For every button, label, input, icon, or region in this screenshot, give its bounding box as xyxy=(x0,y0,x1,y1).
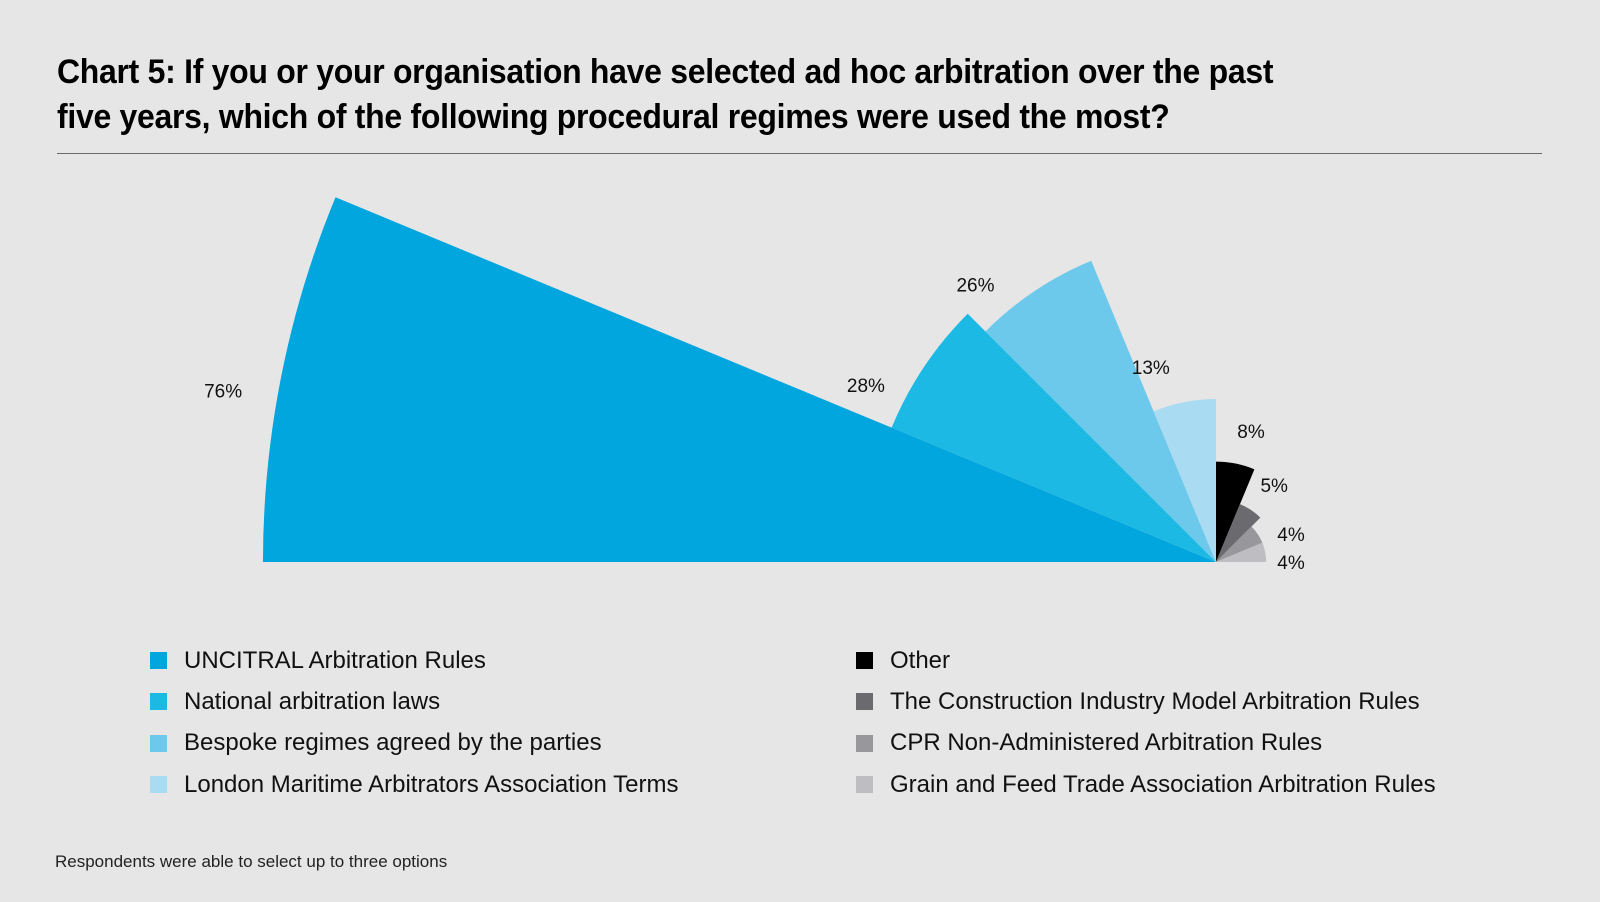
legend-item: The Construction Industry Model Arbitrat… xyxy=(856,681,1436,722)
legend-item: London Maritime Arbitrators Association … xyxy=(150,764,678,805)
legend-swatch xyxy=(856,734,873,752)
legend-swatch xyxy=(150,776,167,794)
legend-swatch xyxy=(150,734,167,752)
chart-title-line-1: Chart 5: If you or your organisation hav… xyxy=(57,53,1274,91)
legend-swatch xyxy=(856,652,873,670)
data-label-2: 28% xyxy=(847,376,885,397)
legend-swatch xyxy=(150,652,167,670)
legend-label: National arbitration laws xyxy=(184,687,441,715)
rose-slice-8 xyxy=(1216,542,1267,562)
title-divider xyxy=(57,153,1542,154)
footnote: Respondents were able to select up to th… xyxy=(55,852,448,871)
legend-label: Bespoke regimes agreed by the parties xyxy=(184,729,602,757)
chart-title: Chart 5: If you or your organisation hav… xyxy=(57,50,1448,140)
rose-slice-6 xyxy=(1216,504,1261,562)
legend-label: The Construction Industry Model Arbitrat… xyxy=(890,687,1420,715)
data-label-4: 13% xyxy=(1132,358,1170,379)
legend-item: Bespoke regimes agreed by the parties xyxy=(150,723,678,764)
legend-item: CPR Non-Administered Arbitration Rules xyxy=(856,723,1436,764)
data-label-7: 4% xyxy=(1277,525,1305,546)
legend-column-right: Other The Construction Industry Model Arb… xyxy=(856,640,1436,805)
legend-swatch xyxy=(856,776,873,794)
rose-slice-4 xyxy=(1153,398,1216,562)
rose-slice-7 xyxy=(1216,526,1263,562)
legend-swatch xyxy=(856,693,873,711)
data-label-8: 4% xyxy=(1277,553,1305,574)
legend-swatch xyxy=(150,693,167,711)
rose-slice-3 xyxy=(985,260,1216,562)
data-label-6: 5% xyxy=(1260,476,1288,497)
legend-label: Grain and Feed Trade Association Arbitra… xyxy=(890,770,1436,798)
rose-slice-5 xyxy=(1216,461,1255,562)
rose-slice-1 xyxy=(262,197,1217,563)
data-label-1: 76% xyxy=(204,381,242,402)
legend-item: National arbitration laws xyxy=(150,681,678,722)
legend-label: Other xyxy=(890,646,951,674)
legend-item: Other xyxy=(856,640,1436,681)
legend-label: CPR Non-Administered Arbitration Rules xyxy=(890,729,1323,757)
legend-column-left: UNCITRAL Arbitration Rules National arbit… xyxy=(150,640,678,805)
legend-item: UNCITRAL Arbitration Rules xyxy=(150,640,678,681)
legend-label: UNCITRAL Arbitration Rules xyxy=(184,646,486,674)
legend-item: Grain and Feed Trade Association Arbitra… xyxy=(856,764,1436,805)
data-label-3: 26% xyxy=(956,275,994,296)
rose-slice-2 xyxy=(891,313,1216,562)
legend-label: London Maritime Arbitrators Association … xyxy=(184,770,679,798)
data-label-5: 8% xyxy=(1237,422,1265,443)
chart-title-line-2: five years, which of the following proce… xyxy=(57,98,1170,136)
